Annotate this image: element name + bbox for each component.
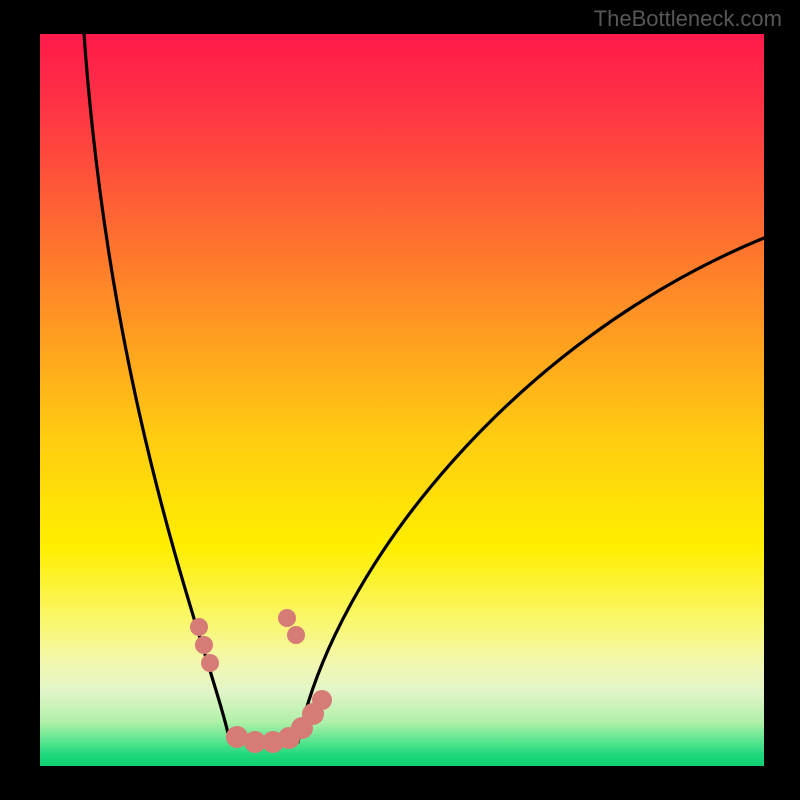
data-marker bbox=[287, 626, 305, 644]
chart-svg bbox=[0, 0, 800, 800]
data-marker bbox=[201, 654, 219, 672]
plot-gradient-background bbox=[40, 34, 764, 766]
data-marker bbox=[278, 609, 296, 627]
chart-container: TheBottleneck.com bbox=[0, 0, 800, 800]
watermark-text: TheBottleneck.com bbox=[594, 6, 782, 32]
data-marker bbox=[312, 690, 332, 710]
data-marker bbox=[190, 618, 208, 636]
data-marker bbox=[195, 636, 213, 654]
